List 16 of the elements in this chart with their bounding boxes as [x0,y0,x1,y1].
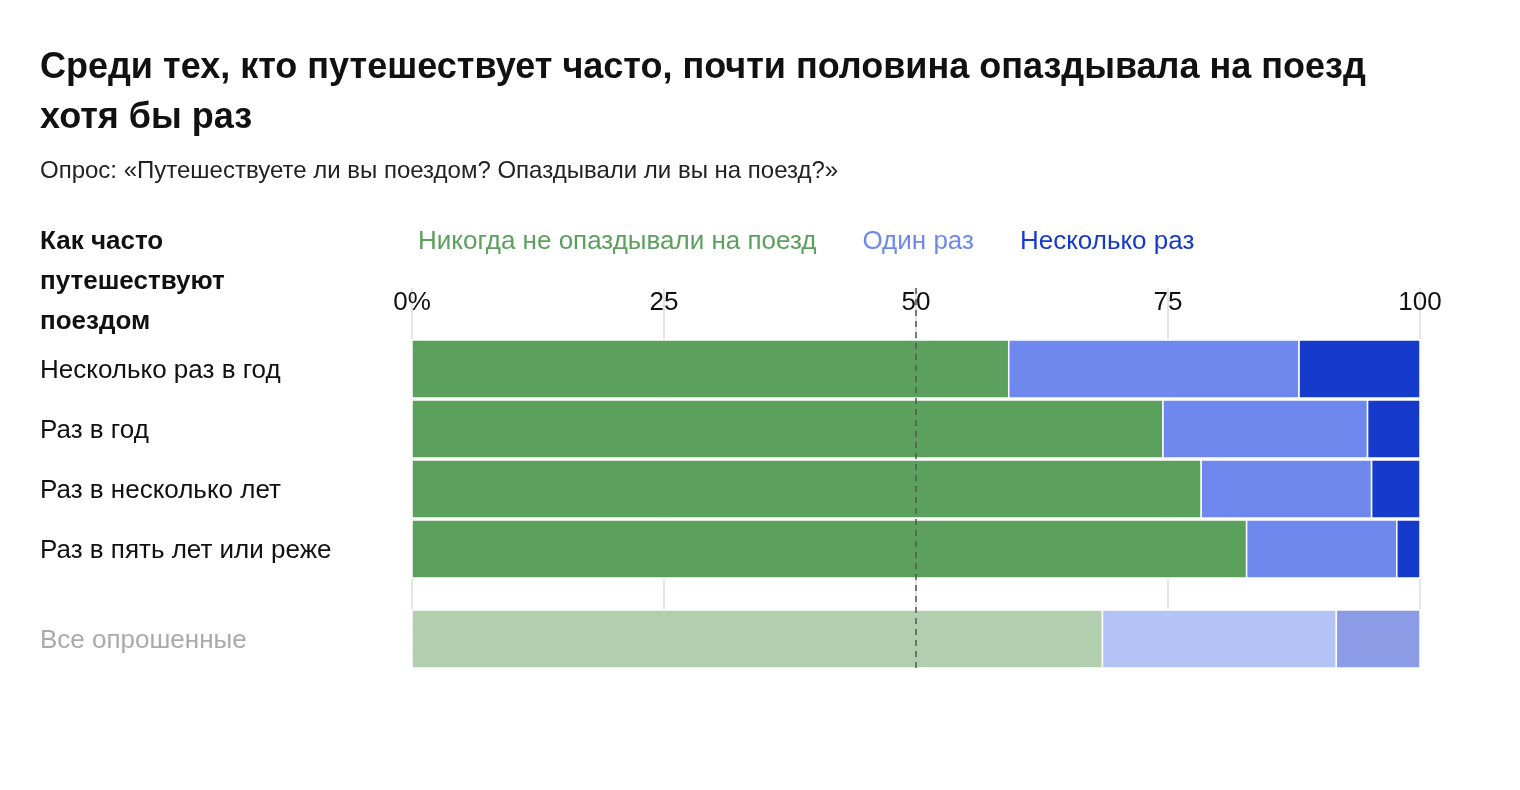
y-tick-label: Раз в пять лет или реже [40,534,332,564]
text: Никогда не опаздывали на поезд [418,225,817,255]
x-tick-label: 75 [1153,286,1183,316]
y-tick-label: Несколько раз в год [40,354,281,384]
y-tick-label: Раз в год [40,414,149,444]
text: Один раз [862,225,974,255]
x-tick-label: 25 [649,286,679,316]
y-tick-label: Все опрошенные [40,624,247,654]
text: Несколько раз [1019,225,1195,255]
x-tick-label: 0% [393,286,431,316]
chart-subtitle: Опрос: «Путешествуете ли вы поездом? Опаздывали ли вы на поезд?» [40,156,839,183]
x-tick-label: 50 [901,286,931,316]
y-axis-title: Как часто путешествуют поездом [40,225,226,335]
y-tick-label: Раз в несколько лет [40,474,282,504]
chart-title: Среди тех, кто путешествует часто, почти половина опаздывала на поезд хотя бы раз [40,45,1366,136]
x-tick-label: 100 [1398,286,1442,316]
